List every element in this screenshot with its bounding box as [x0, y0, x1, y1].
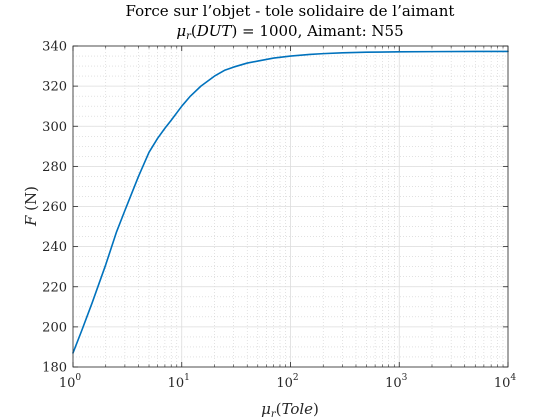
subtitle-mu: μ	[176, 22, 186, 40]
x-tick-label: 101	[168, 373, 190, 391]
x-tick-label-exponent: 0	[75, 373, 81, 383]
y-tick-label: 220	[42, 280, 67, 295]
x-tick-label-exponent: 4	[510, 373, 516, 383]
x-tick-label: 102	[276, 373, 298, 391]
series-line	[72, 50, 509, 354]
subtitle-paren-open: (	[191, 22, 197, 40]
x-tick-label-exponent: 2	[293, 373, 299, 383]
xlabel-var: Tole	[281, 400, 313, 418]
y-tick-label: 200	[42, 320, 67, 335]
y-tick-label: 240	[42, 240, 67, 255]
x-tick-label-base: 10	[168, 376, 185, 391]
subtitle-rest: ) = 1000, Aimant: N55	[231, 22, 403, 40]
chart-subtitle: μr(DUT) = 1000, Aimant: N55	[176, 22, 403, 42]
x-tick-label-exponent: 3	[402, 373, 408, 383]
xlabel-paren-close: )	[313, 400, 319, 418]
x-tick-label: 104	[494, 373, 517, 391]
tick-layer: 100 101 102 103 1041802002202402602803003203…	[42, 40, 516, 392]
chart-title: Force sur l’objet - tole solidaire de l’…	[126, 2, 455, 20]
ylabel-unit: (N)	[22, 186, 40, 216]
x-axis-label: μr(Tole)	[261, 400, 319, 420]
x-tick-label-base: 10	[276, 376, 293, 391]
y-tick-label: 280	[42, 160, 67, 175]
y-tick-label: 340	[42, 40, 67, 55]
xlabel-mu-sub: r	[271, 409, 277, 420]
y-tick-label: 180	[42, 361, 67, 376]
subtitle-mu-sub: r	[186, 31, 192, 42]
x-tick-label: 100	[59, 373, 82, 391]
x-tick-label-base: 10	[494, 376, 511, 391]
ylabel-var: F	[22, 215, 40, 227]
y-tick-label: 300	[42, 120, 67, 135]
y-axis-label: F (N)	[22, 186, 40, 227]
x-tick-label: 103	[385, 373, 408, 391]
y-tick-label: 260	[42, 200, 67, 215]
xlabel-paren-open: (	[276, 400, 282, 418]
y-tick-label: 320	[42, 80, 67, 95]
subtitle-var: DUT	[196, 22, 233, 40]
x-tick-label-base: 10	[385, 376, 402, 391]
x-tick-label-base: 10	[59, 376, 76, 391]
xlabel-mu: μ	[261, 400, 271, 418]
x-tick-label-exponent: 1	[184, 373, 190, 383]
